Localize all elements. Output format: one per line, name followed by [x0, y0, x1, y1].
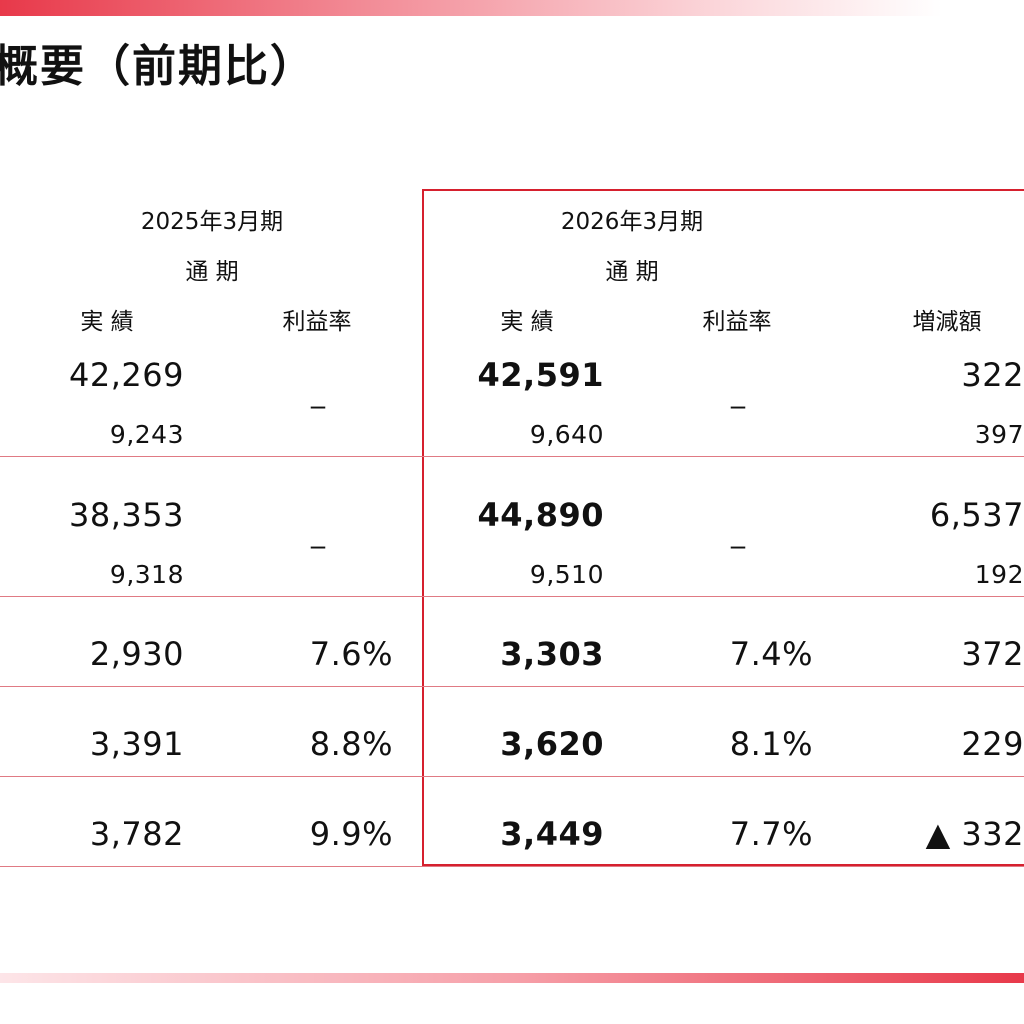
row-divider — [0, 686, 1024, 687]
table-cell: 229 — [961, 725, 1024, 763]
table-cell: 6,537 — [929, 496, 1024, 534]
table-cell: 7.4% — [729, 635, 813, 673]
prev-full-year-label: 通 期 — [185, 259, 239, 285]
table-cell: 3,391 — [89, 725, 184, 763]
top-accent-bar — [0, 0, 1024, 16]
table-cell: 44,890 — [477, 496, 604, 534]
bottom-accent-bar — [0, 973, 1024, 983]
change-header: 増減額 — [912, 309, 982, 335]
table-cell: 372 — [961, 635, 1024, 673]
curr-actual-header: 実 績 — [500, 309, 554, 335]
table-cell: _ — [731, 516, 745, 549]
table-cell: 9,243 — [109, 420, 184, 449]
table-cell: _ — [731, 376, 745, 409]
table-cell: 38,353 — [69, 496, 184, 534]
row-divider — [0, 776, 1024, 777]
table-cell: 397 — [974, 420, 1024, 449]
table-cell: _ — [311, 516, 325, 549]
table-cell: 192 — [974, 560, 1024, 589]
curr-full-year-label: 通 期 — [605, 259, 659, 285]
prev-actual-header: 実 績 — [80, 309, 134, 335]
table-cell: 9,318 — [109, 560, 184, 589]
prev-period-header: 2025年3月期 — [140, 209, 284, 235]
table-cell: 3,449 — [500, 815, 604, 853]
row-divider — [0, 596, 1024, 597]
table-cell: 8.1% — [729, 725, 813, 763]
row-divider — [0, 866, 1024, 867]
table-cell: ▲ 332 — [925, 815, 1024, 853]
table-cell: 2,930 — [89, 635, 184, 673]
curr-period-header: 2026年3月期 — [560, 209, 704, 235]
table-cell: 9,640 — [529, 420, 604, 449]
table-cell: 7.6% — [309, 635, 393, 673]
prev-margin-header: 利益率 — [282, 309, 352, 335]
table-cell: 3,303 — [500, 635, 604, 673]
table-cell: _ — [311, 376, 325, 409]
table-cell: 42,591 — [477, 356, 604, 394]
table-cell: 322 — [961, 356, 1024, 394]
curr-margin-header: 利益率 — [702, 309, 772, 335]
current-period-highlight-box — [422, 189, 1024, 866]
table-cell: 42,269 — [69, 356, 184, 394]
table-cell: 3,620 — [500, 725, 604, 763]
table-cell: 9.9% — [309, 815, 393, 853]
table-cell: 9,510 — [529, 560, 604, 589]
table-cell: 7.7% — [729, 815, 813, 853]
page-title: 概要（前期比） — [0, 41, 316, 92]
row-divider — [0, 456, 1024, 457]
table-cell: 3,782 — [89, 815, 184, 853]
table-cell: 8.8% — [309, 725, 393, 763]
